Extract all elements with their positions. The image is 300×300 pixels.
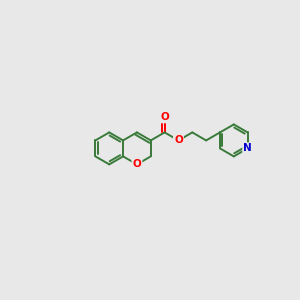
Text: O: O — [174, 135, 183, 146]
Text: O: O — [133, 159, 141, 170]
Text: N: N — [243, 143, 252, 153]
Text: O: O — [160, 112, 169, 122]
